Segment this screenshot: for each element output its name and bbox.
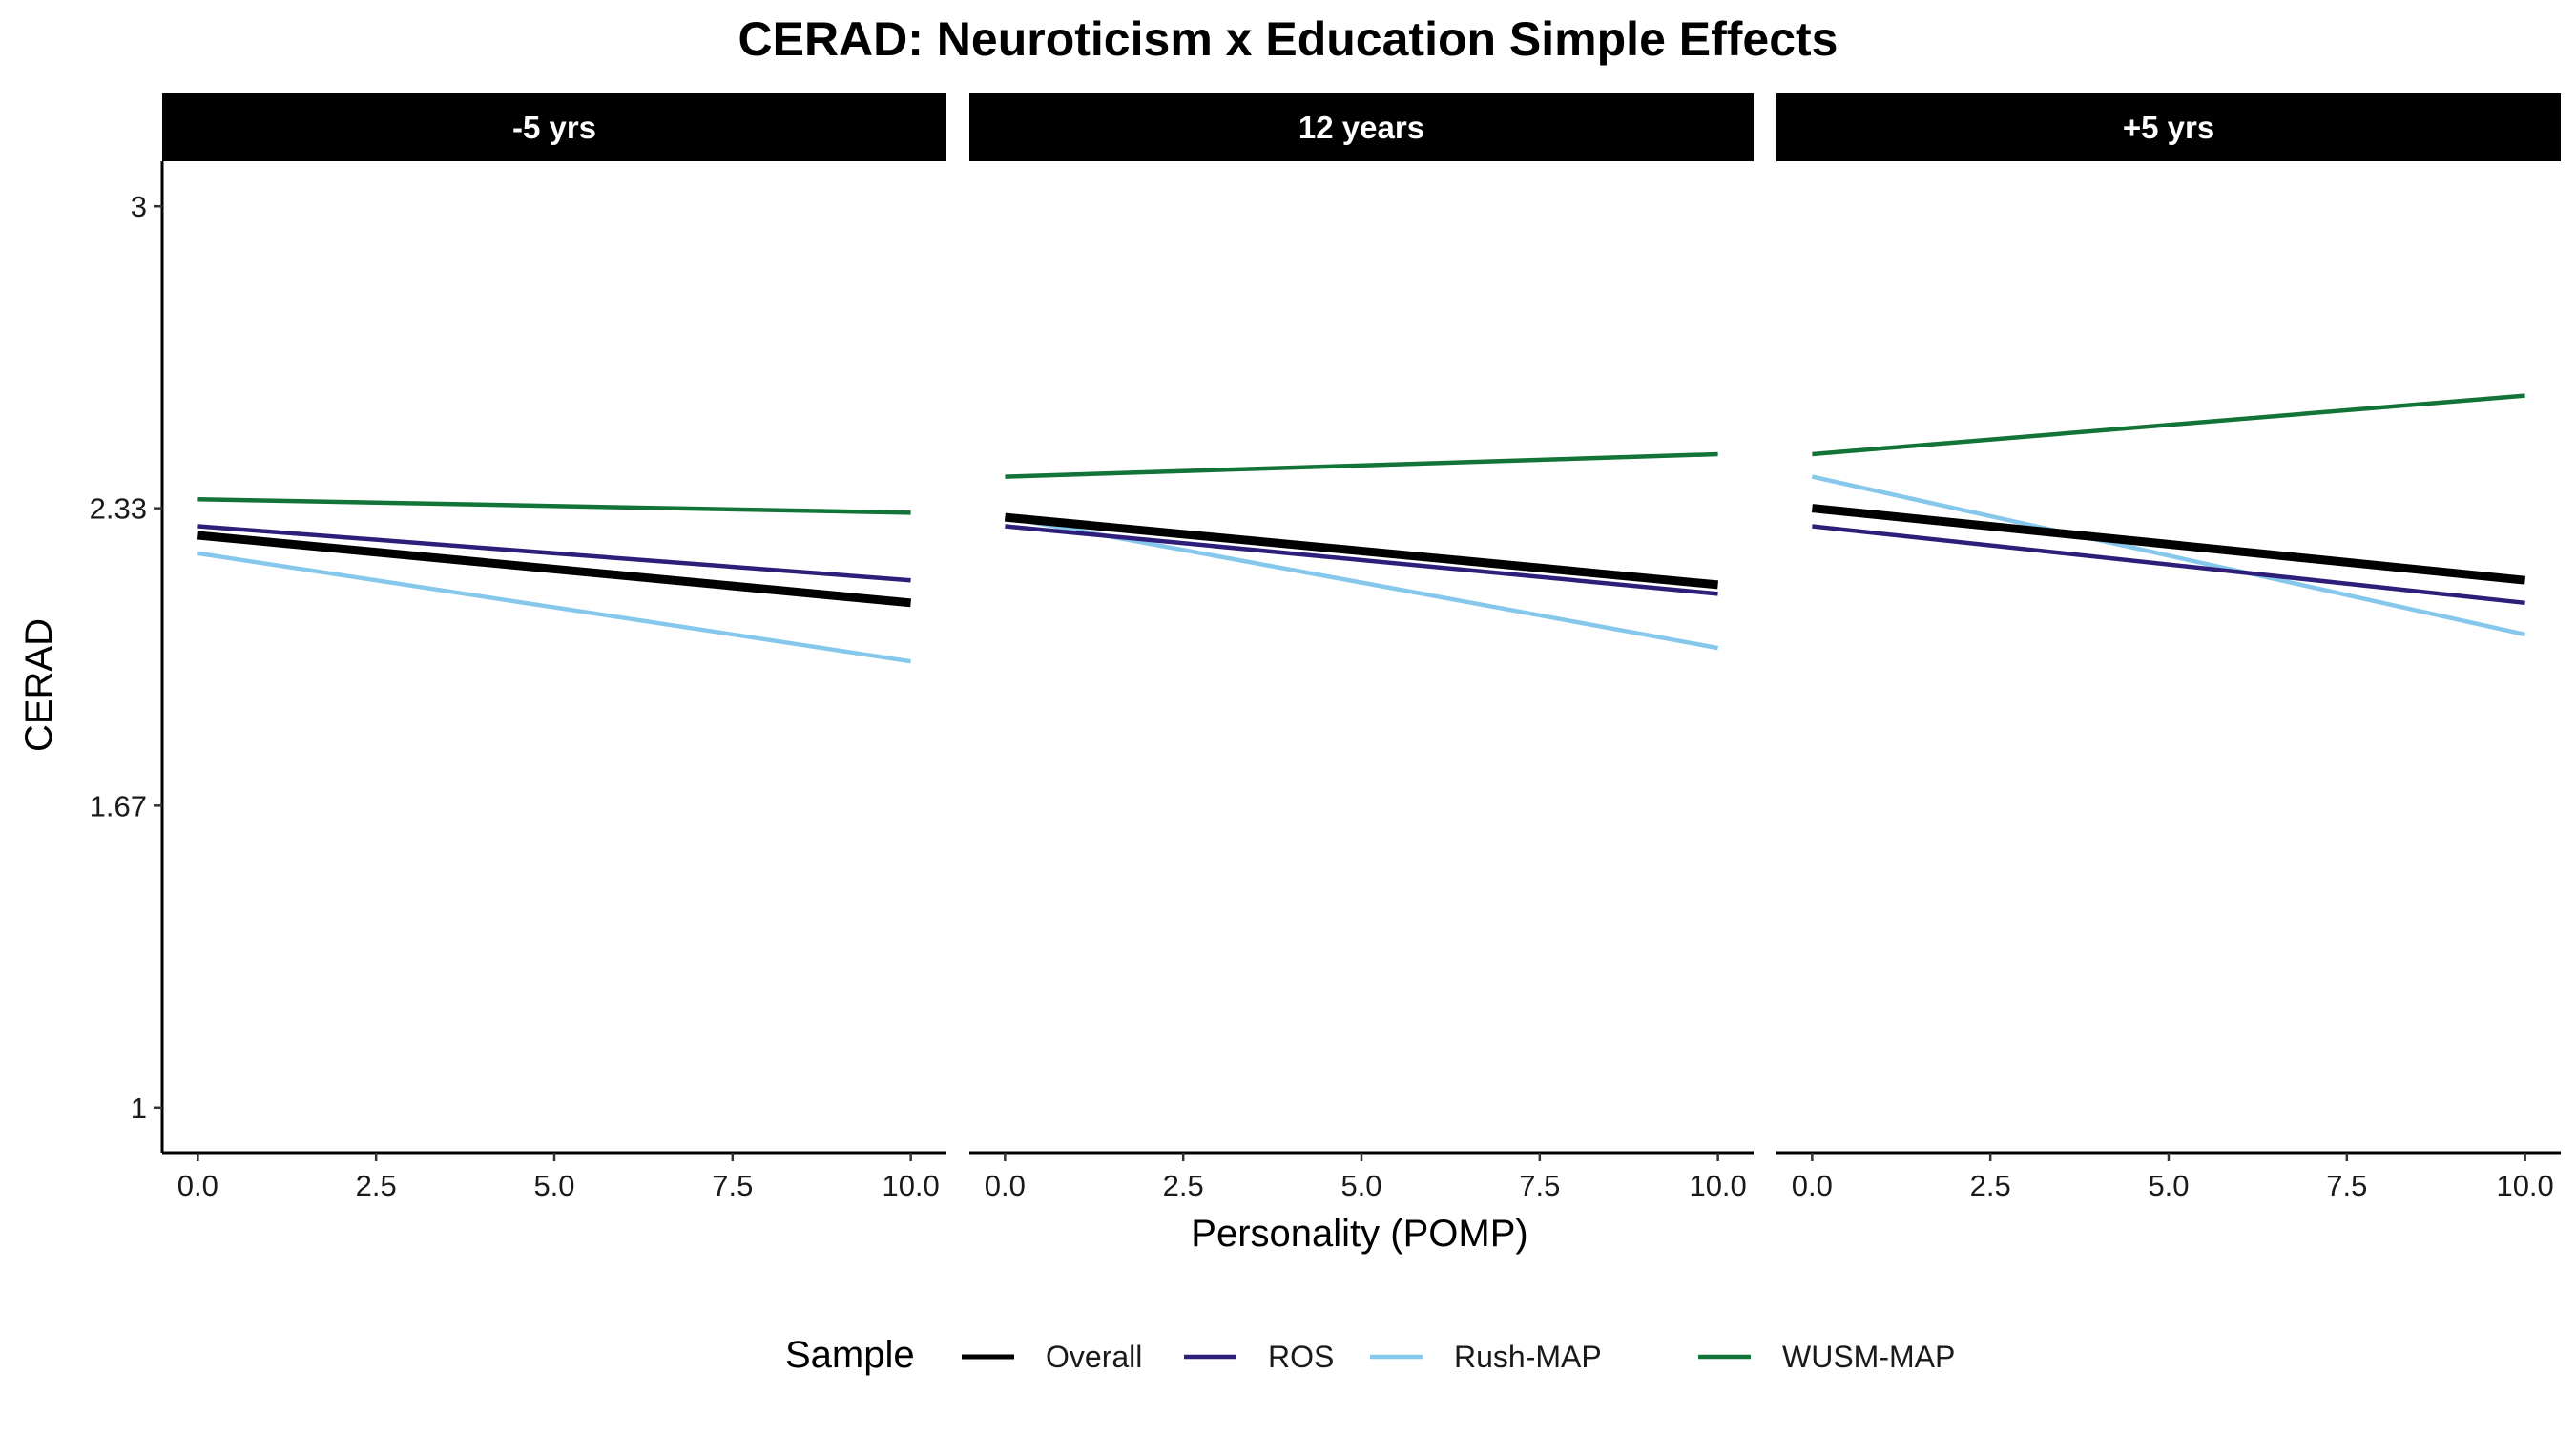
legend-item-wusm-map: WUSM-MAP (1698, 1340, 1955, 1374)
series-line-wusm-map (197, 496, 911, 515)
facet-strip-label: +5 yrs (2123, 110, 2214, 145)
facet-strip (1776, 93, 2561, 161)
x-tick-label: 0.0 (985, 1169, 1026, 1202)
series-line-overall (1004, 512, 1719, 590)
series-line-overall (197, 531, 912, 608)
series-line-wusm-map (1005, 451, 1718, 479)
x-tick-label: 7.5 (2326, 1169, 2367, 1202)
x-tick-label: 5.0 (533, 1169, 574, 1202)
y-tick-label: 2.33 (90, 492, 147, 526)
legend-item-overall: Overall (962, 1340, 1142, 1374)
facet-strip-label: 12 years (1298, 110, 1424, 145)
series-line-ros (197, 524, 911, 583)
legend-label: WUSM-MAP (1782, 1340, 1955, 1374)
facet-strip (969, 93, 1754, 161)
series-line-wusm-map (1812, 393, 2525, 457)
x-tick-label: 10.0 (2496, 1169, 2553, 1202)
x-tick-label: 7.5 (712, 1169, 753, 1202)
series-line-overall (1811, 504, 2526, 585)
panel-12-years: 12 years 0.0 2.5 5.0 7.5 10.0 (969, 93, 1754, 1202)
x-tick-label: 5.0 (2148, 1169, 2189, 1202)
legend-title: Sample (785, 1334, 915, 1376)
chart-title: CERAD: Neuroticism x Education Simple Ef… (737, 12, 1838, 66)
series-line-rush-map (197, 551, 911, 664)
series-line-ros (1005, 524, 1718, 596)
series-line-rush-map (1811, 474, 2526, 637)
series-line-ros (1812, 524, 2525, 606)
x-tick-label: 7.5 (1519, 1169, 1560, 1202)
x-tick-label: 5.0 (1340, 1169, 1381, 1202)
facet-strip-label: -5 yrs (512, 110, 596, 145)
panel-5-yrs: -5 yrs 1 1.67 2.33 3 0.0 2.5 5.0 7.5 10.0 (90, 93, 946, 1202)
x-tick-label: 10.0 (1689, 1169, 1746, 1202)
legend-item-rush-map: Rush-MAP (1370, 1340, 1602, 1374)
legend: Sample Overall ROS Rush-MAP WUSM-MAP (785, 1334, 1955, 1376)
x-tick-label: 0.0 (1792, 1169, 1833, 1202)
x-tick-label: 2.5 (1970, 1169, 2011, 1202)
x-tick-label: 0.0 (177, 1169, 218, 1202)
panel-5-yrs: +5 yrs 0.0 2.5 5.0 7.5 10.0 (1776, 93, 2561, 1202)
x-axis-title: Personality (POMP) (1191, 1213, 1527, 1255)
legend-label: Overall (1046, 1340, 1142, 1374)
y-tick-label: 1.67 (90, 789, 147, 822)
y-axis-title: CERAD (18, 618, 60, 752)
legend-item-ros: ROS (1184, 1340, 1334, 1374)
legend-label: Rush-MAP (1454, 1340, 1602, 1374)
facet-strip (162, 93, 946, 161)
x-tick-label: 2.5 (1163, 1169, 1204, 1202)
x-tick-label: 2.5 (356, 1169, 397, 1202)
y-tick-label: 1 (131, 1092, 147, 1125)
x-tick-label: 10.0 (882, 1169, 939, 1202)
y-tick-label: 3 (131, 190, 147, 223)
legend-label: ROS (1268, 1340, 1334, 1374)
